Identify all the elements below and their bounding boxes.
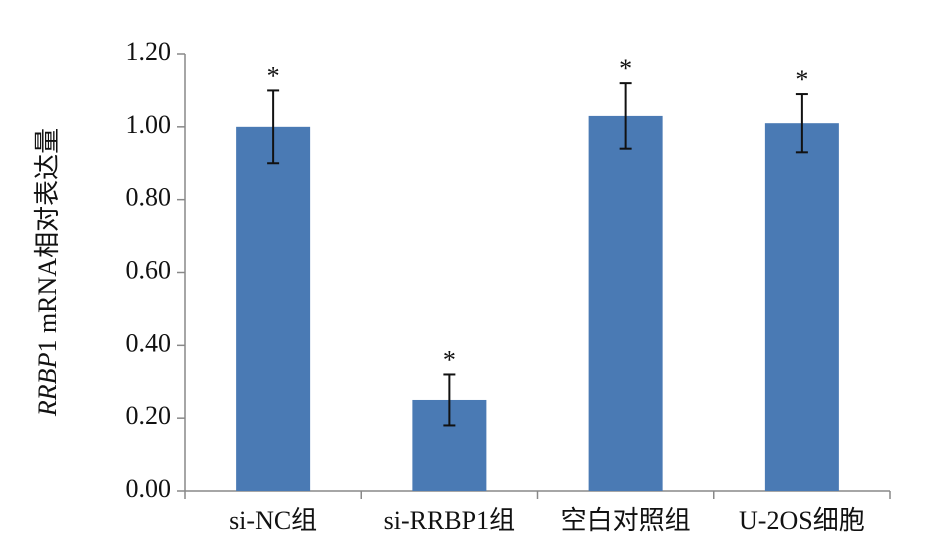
error-bar — [267, 89, 280, 165]
y-axis-label: RRBP1 mRNA相对表达量 — [33, 128, 62, 417]
bar — [588, 115, 663, 492]
annotation: * — [443, 345, 456, 374]
annotation: * — [267, 61, 280, 90]
error-bar — [443, 373, 456, 427]
y-tick-label: 0.40 — [126, 328, 172, 357]
x-tick-label: 空白对照组 — [561, 506, 691, 535]
annotation: * — [795, 65, 808, 94]
y-tick-label: 0.00 — [126, 474, 172, 503]
annotation: * — [619, 54, 632, 83]
x-tick-label: U-2OS细胞 — [739, 506, 865, 535]
y-tick-label: 0.80 — [126, 183, 172, 212]
y-axis-label-italic: RRBP — [33, 352, 62, 417]
y-tick-label: 1.00 — [126, 110, 172, 139]
error-bar — [795, 93, 808, 154]
y-axis-label-rest: 1 mRNA相对表达量 — [33, 128, 62, 353]
y-tick-label: 1.20 — [126, 37, 172, 66]
y-tick-label: 0.20 — [126, 401, 172, 430]
y-tick-label: 0.60 — [126, 255, 172, 284]
bar — [236, 126, 311, 491]
x-tick-label: si-RRBP1组 — [384, 506, 516, 535]
x-tick-label: si-NC组 — [229, 506, 317, 535]
bar — [764, 123, 839, 492]
error-bar — [619, 82, 632, 150]
